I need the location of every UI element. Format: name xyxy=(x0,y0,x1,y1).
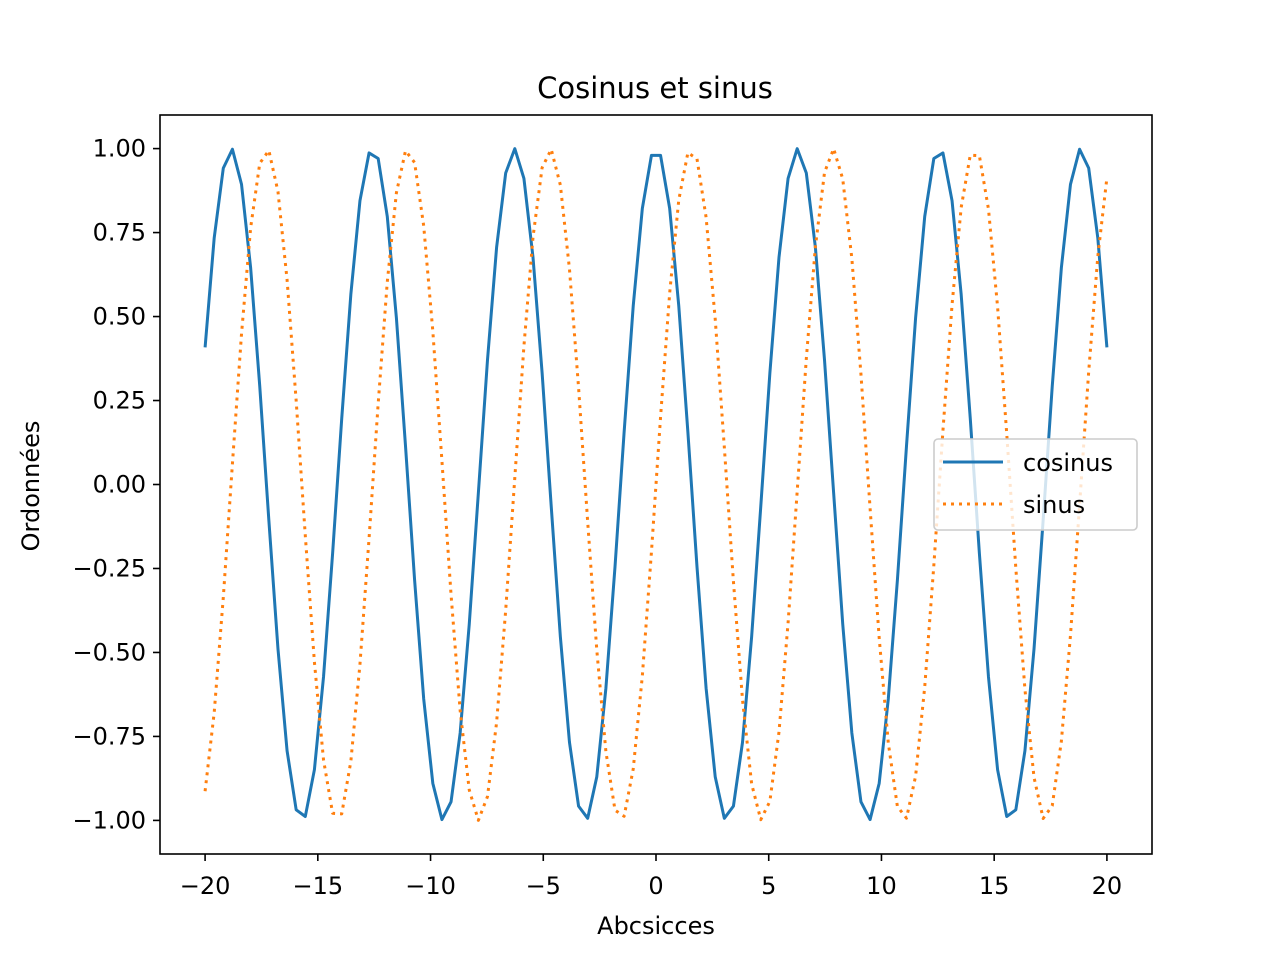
x-tick-label: −5 xyxy=(526,872,561,900)
y-tick-label: −0.50 xyxy=(72,638,146,666)
y-tick-label: 0.50 xyxy=(93,303,146,331)
x-tick-label: 15 xyxy=(979,872,1010,900)
x-tick-label: 20 xyxy=(1092,872,1123,900)
legend-label-sinus: sinus xyxy=(1023,491,1085,519)
legend-label-cosinus: cosinus xyxy=(1023,449,1113,477)
legend: cosinus sinus xyxy=(933,438,1138,531)
y-tick-label: −1.00 xyxy=(72,806,146,834)
x-tick-label: 10 xyxy=(866,872,897,900)
x-axis: −20 −15 −10 −5 0 5 10 15 20 xyxy=(180,854,1122,900)
chart-title: Cosinus et sinus xyxy=(537,71,773,105)
y-tick-label: 0.25 xyxy=(93,387,146,415)
y-axis-label: Ordonnées xyxy=(17,421,45,552)
x-tick-label: −15 xyxy=(292,872,343,900)
y-axis: 1.00 0.75 0.50 0.25 0.00 −0.25 −0.50 −0.75 −1.00 xyxy=(72,135,160,834)
x-tick-label: 5 xyxy=(761,872,776,900)
y-tick-label: −0.25 xyxy=(72,554,146,582)
y-tick-label: 1.00 xyxy=(93,135,146,163)
x-tick-label: −20 xyxy=(180,872,231,900)
x-tick-label: −10 xyxy=(405,872,456,900)
plot-area xyxy=(203,147,1109,822)
y-tick-label: 0.00 xyxy=(93,471,146,499)
x-tick-label: 0 xyxy=(648,872,663,900)
y-tick-label: 0.75 xyxy=(93,219,146,247)
series-line-cosinus xyxy=(203,147,1109,822)
x-axis-label: Abcsicces xyxy=(597,912,715,940)
y-tick-label: −0.75 xyxy=(72,722,146,750)
